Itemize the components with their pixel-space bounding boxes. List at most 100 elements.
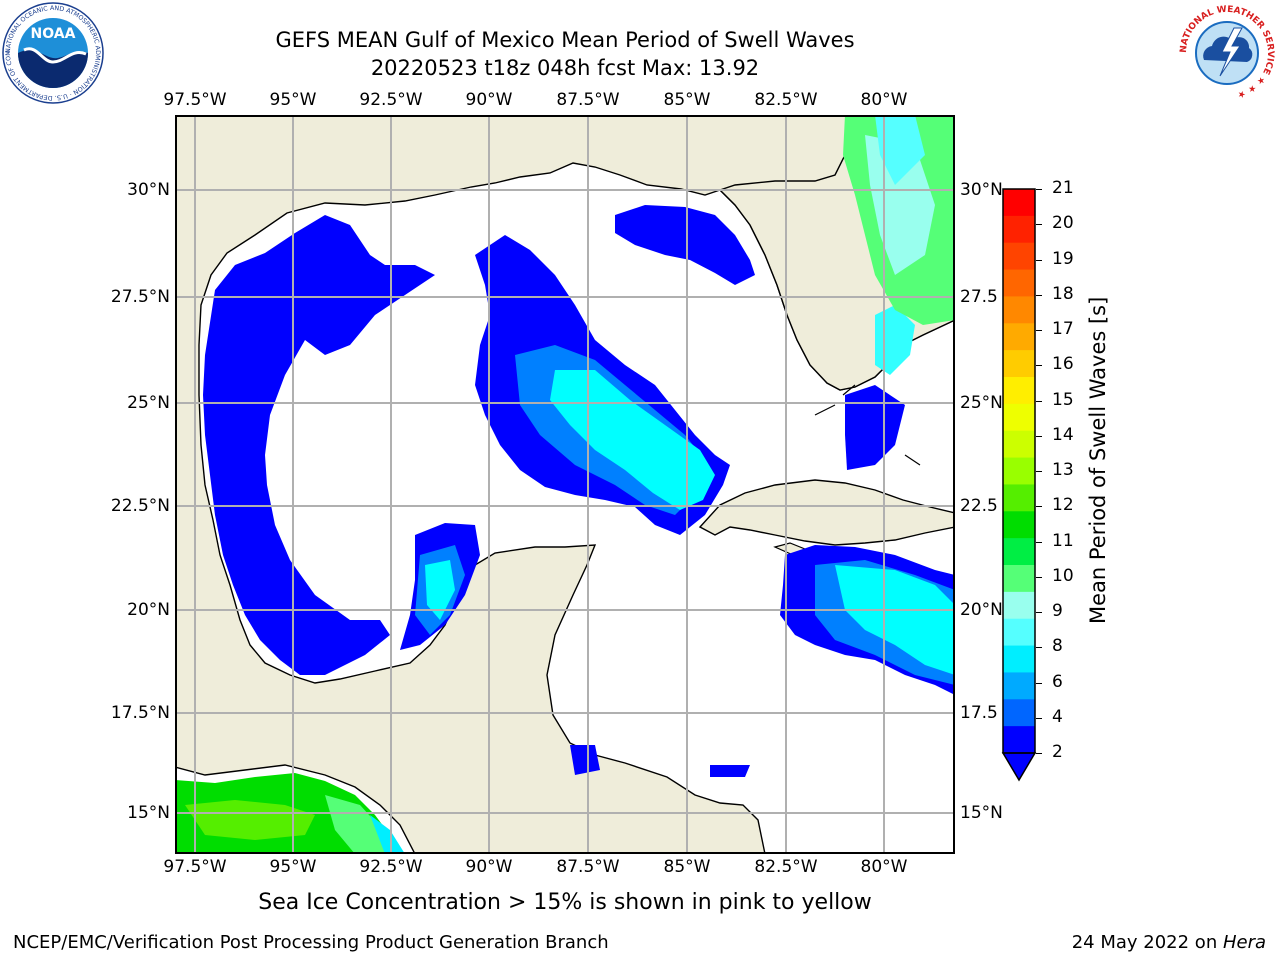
colorbar-cell (1003, 699, 1035, 727)
colorbar-cell (1003, 215, 1035, 244)
colorbar-cell (1003, 430, 1035, 459)
lon-tick-top: 85°W (663, 90, 711, 110)
colorbar-tick-mark (1036, 647, 1042, 649)
colorbar-tick-label: 8 (1052, 636, 1063, 657)
colorbar-cell (1003, 403, 1035, 432)
lon-tick-top: 95°W (269, 90, 317, 110)
colorbar-tick-label: 2 (1052, 742, 1063, 762)
colorbar-tick-label: 18 (1052, 283, 1074, 304)
colorbar-tick-mark (1036, 471, 1042, 472)
colorbar-tick-label: 9 (1052, 601, 1063, 621)
colorbar (1000, 185, 1040, 785)
colorbar-tick-mark (1036, 294, 1042, 296)
colorbar-frame (1002, 188, 1036, 754)
colorbar-cell (1003, 726, 1035, 754)
colorbar-tick-label: 19 (1052, 248, 1074, 269)
colorbar-cell (1003, 672, 1035, 700)
lat-tick-left: 30°N (127, 180, 170, 200)
bahamas-land (814, 384, 921, 466)
colorbar-cell (1003, 377, 1035, 405)
lat-tick-left: 27.5°N (110, 287, 170, 307)
lon-tick-top: 97.5°W (163, 90, 227, 110)
colorbar-tick-label: 12 (1052, 495, 1074, 516)
nws-logo: NATIONAL WEATHER SERVICE ★ ★ ★ (1176, 2, 1278, 104)
lat-tick-right: 22.5 (960, 496, 998, 516)
lon-tick-bottom: 85°W (663, 857, 711, 877)
colorbar-cell (1003, 511, 1035, 539)
colorbar-tick-mark (1036, 576, 1042, 578)
colorbar-tick-mark (1036, 365, 1042, 367)
map-title-line1: GEFS MEAN Gulf of Mexico Mean Period of … (275, 28, 855, 52)
colorbar-tick-mark (1036, 682, 1042, 684)
colorbar-tick-mark (1036, 753, 1042, 754)
colorbar-cell (1003, 323, 1035, 351)
lat-tick-left: 17.5°N (110, 703, 170, 723)
colorbar-label: Mean Period of Swell Waves [s] (1086, 296, 1110, 624)
colorbar-cell (1003, 565, 1035, 593)
cuba-land (698, 479, 955, 546)
colorbar-tick-mark (1036, 506, 1042, 508)
footer-credit: NCEP/EMC/Verification Post Processing Pr… (13, 932, 609, 953)
lat-tick-right: 27.5 (960, 287, 998, 307)
lat-tick-left: 15°N (127, 803, 170, 823)
colorbar-cell (1003, 538, 1035, 566)
lon-tick-bottom: 90°W (465, 857, 513, 877)
colorbar-tick-label: 10 (1052, 565, 1074, 586)
colorbar-under-arrow (1001, 752, 1037, 782)
colorbar-tick-mark (1036, 259, 1042, 261)
colorbar-tick-label: 4 (1052, 706, 1063, 727)
colorbar-tick-label: 17 (1052, 319, 1074, 339)
colorbar-tick-mark (1036, 435, 1042, 437)
lon-tick-bottom: 80°W (860, 857, 908, 877)
swell-period-shading-high (425, 305, 955, 675)
swell-period-shading-atlantic (843, 115, 955, 325)
colorbar-cell (1003, 618, 1035, 647)
map-title-line2: 20220523 t18z 048h fcst Max: 13.92 (370, 56, 760, 80)
colorbar-cell (1003, 591, 1035, 620)
lat-tick-left: 22.5°N (110, 496, 170, 516)
lon-tick-top: 82.5°W (754, 90, 818, 110)
lat-tick-right: 25°N (960, 393, 1003, 413)
map-frame (175, 115, 955, 854)
colorbar-tick-mark (1036, 717, 1042, 719)
lat-tick-left: 20°N (127, 600, 170, 620)
colorbar-tick-mark (1036, 224, 1042, 226)
graticule (175, 115, 955, 854)
svg-text:NOAA: NOAA (31, 26, 76, 42)
colorbar-tick-label: 21 (1052, 178, 1074, 198)
colorbar-tick-mark (1036, 330, 1042, 331)
gulf-of-mexico-water (198, 162, 955, 854)
noaa-logo: NATIONAL OCEANIC AND ATMOSPHERIC ADMINIS… (0, 0, 104, 104)
colorbar-cell (1003, 645, 1035, 673)
colorbar-tick-mark (1036, 612, 1042, 613)
lat-tick-right: 17.5 (960, 703, 998, 723)
colorbar-tick-label: 14 (1052, 424, 1074, 445)
lon-tick-top: 87.5°W (556, 90, 620, 110)
lat-tick-right: 30°N (960, 180, 1003, 200)
lat-tick-right: 20°N (960, 600, 1003, 620)
colorbar-cell (1003, 296, 1035, 324)
colorbar-ticks: 21 20 19 18 17 16 15 14 13 12 11 10 9 8 6 4 2 (1036, 178, 1086, 785)
colorbar-tick-label: 13 (1052, 460, 1074, 480)
footer-date-text: 24 May 2022 on (1071, 932, 1223, 953)
lon-tick-top: 92.5°W (359, 90, 423, 110)
colorbar-cell (1003, 269, 1035, 297)
colorbar-tick-label: 20 (1052, 213, 1074, 234)
colorbar-tick-label: 11 (1052, 530, 1074, 551)
colorbar-tick-label: 15 (1052, 389, 1074, 410)
colorbar-tick-label: 6 (1052, 671, 1063, 692)
lon-tick-bottom: 82.5°W (754, 857, 818, 877)
lon-tick-top: 80°W (860, 90, 908, 110)
sea-ice-caption: Sea Ice Concentration > 15% is shown in … (258, 890, 872, 915)
colorbar-tick-label: 16 (1052, 354, 1074, 375)
colorbar-tick-mark (1036, 189, 1042, 190)
footer-host: Hera (1222, 932, 1266, 953)
lat-tick-left: 25°N (127, 393, 170, 413)
colorbar-cell (1003, 350, 1035, 378)
footer-date: 24 May 2022 on Hera (1072, 932, 1266, 953)
colorbar-cell (1003, 484, 1035, 512)
map-panel (175, 115, 955, 854)
lon-tick-bottom: 95°W (269, 857, 317, 877)
colorbar-tick-mark (1036, 541, 1042, 543)
lon-tick-bottom: 92.5°W (359, 857, 423, 877)
